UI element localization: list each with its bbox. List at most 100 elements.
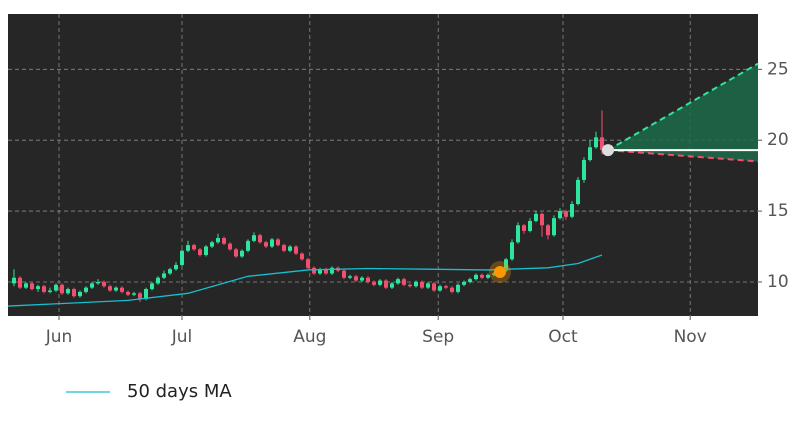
candle-body: [396, 279, 400, 284]
y-tick-label: 15: [767, 201, 789, 221]
candle-body: [312, 267, 316, 274]
candle-body: [282, 245, 286, 251]
candle-body: [360, 277, 364, 281]
candle-body: [558, 211, 562, 219]
candle-body: [180, 250, 184, 265]
candle-body: [402, 279, 406, 285]
candle-body: [570, 203, 574, 217]
candle-body: [258, 235, 262, 243]
candle-body: [300, 253, 304, 260]
candle-body: [252, 235, 256, 241]
candle-body: [450, 287, 454, 292]
candle-body: [528, 221, 532, 231]
candle-body: [234, 249, 238, 257]
projection-area: [608, 63, 758, 162]
candle-body: [486, 274, 490, 278]
y-tick-label: 25: [767, 59, 789, 79]
plot-area: [8, 14, 758, 316]
candle-body: [564, 211, 568, 217]
candle-body: [378, 280, 382, 285]
candle-body: [588, 147, 592, 161]
candle-body: [264, 242, 268, 247]
candle-body: [216, 238, 220, 243]
candle-body: [12, 277, 16, 284]
projection-upper: [607, 62, 759, 151]
candle-body: [102, 281, 106, 287]
candle-body: [582, 160, 586, 180]
projection-lower: [607, 149, 759, 163]
candle-body: [510, 242, 514, 260]
candle-body: [438, 286, 442, 291]
y-tick-label: 10: [767, 272, 789, 292]
candle-body: [492, 273, 496, 275]
candle-body: [132, 293, 136, 295]
candle-body: [90, 283, 94, 288]
candle-body: [384, 280, 388, 288]
candle-body: [348, 276, 352, 278]
candle-body: [30, 283, 34, 290]
candle-body: [228, 243, 232, 250]
candle-body: [552, 218, 556, 236]
candle-body: [60, 284, 64, 294]
y-tick-label: 20: [767, 130, 789, 150]
candle-body: [18, 277, 22, 288]
candle-body: [456, 284, 460, 292]
candle-body: [24, 283, 28, 288]
marker: [602, 144, 614, 157]
candle-body: [594, 137, 598, 148]
candle-body: [72, 289, 76, 297]
candle-body: [474, 274, 478, 280]
candle-body: [120, 287, 124, 292]
candle-body: [342, 270, 346, 278]
x-tick-label: Jul: [171, 327, 193, 347]
candle-body: [504, 259, 508, 271]
x-tick-label: Oct: [548, 327, 578, 347]
candle-body: [306, 259, 310, 268]
candle-body: [168, 269, 172, 274]
candle-body: [288, 246, 292, 251]
candle-body: [48, 290, 52, 292]
candle-body: [222, 238, 226, 244]
candle-body: [192, 245, 196, 250]
candle-body: [324, 269, 328, 274]
legend-label: 50 days MA: [127, 381, 232, 402]
candle-body: [294, 246, 298, 254]
candle-body: [408, 284, 412, 287]
candle-body: [318, 269, 322, 274]
candle-body: [390, 283, 394, 288]
candle-body: [96, 281, 100, 284]
candle-body: [540, 213, 544, 226]
candle-body: [198, 249, 202, 256]
x-tick-label: Nov: [674, 327, 707, 347]
candle-body: [246, 240, 250, 251]
candle-body: [330, 267, 334, 274]
candle-body: [186, 245, 190, 251]
marker: [494, 266, 506, 279]
candle-body: [114, 287, 118, 291]
ma-line: [7, 254, 603, 307]
candle-body: [240, 250, 244, 257]
candle-body: [162, 273, 166, 278]
candle-body: [36, 286, 40, 290]
candle-body: [576, 179, 580, 204]
candle-body: [534, 213, 538, 222]
candle-body: [42, 286, 46, 292]
candle-body: [480, 274, 484, 278]
candle-body: [54, 284, 58, 291]
candle-body: [276, 239, 280, 246]
candle-body: [126, 291, 130, 295]
candle-body: [372, 281, 376, 285]
candle-body: [516, 225, 520, 243]
x-tick-label: Jun: [45, 327, 73, 347]
candle-body: [420, 281, 424, 288]
candle-body: [600, 137, 604, 151]
candle-body: [150, 283, 154, 290]
candle-body: [468, 279, 472, 282]
candle-body: [432, 283, 436, 291]
candle-body: [414, 281, 418, 287]
candle-body: [156, 277, 160, 284]
candle-body: [546, 225, 550, 236]
candle-body: [174, 264, 178, 270]
candle-body: [270, 239, 274, 247]
